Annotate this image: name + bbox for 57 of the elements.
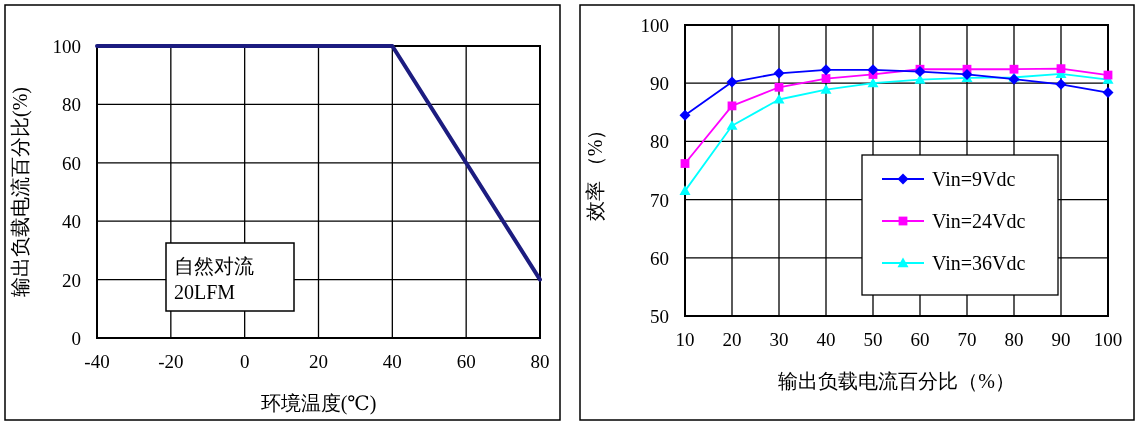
y-axis-title: 效率 （%） xyxy=(584,119,606,222)
x-tick-label: 80 xyxy=(530,351,550,372)
point xyxy=(820,64,832,76)
y-tick-label: 60 xyxy=(650,247,669,269)
x-tick-label: 60 xyxy=(910,329,930,350)
x-tick-label: 100 xyxy=(1093,329,1123,350)
y-tick-label: 100 xyxy=(640,15,669,36)
point xyxy=(1102,87,1114,99)
point xyxy=(867,77,879,88)
point xyxy=(774,82,784,92)
x-tick-label: 10 xyxy=(675,329,695,350)
x-tick-label: 40 xyxy=(816,329,836,350)
x-tick-label: 30 xyxy=(769,329,789,350)
x-axis-title: 环境温度(℃) xyxy=(260,392,377,415)
point xyxy=(727,101,737,111)
point xyxy=(726,76,738,88)
y-tick-label: 70 xyxy=(650,189,669,211)
x-axis-title: 输出负载电流百分比（%） xyxy=(778,370,1015,392)
legend-label: Vin=24Vdc xyxy=(932,210,1026,232)
y-tick-label: 20 xyxy=(62,269,81,291)
point xyxy=(773,94,785,104)
point xyxy=(1009,64,1019,74)
y-tick-label: 40 xyxy=(62,211,81,233)
point xyxy=(773,67,785,79)
point xyxy=(867,64,879,76)
x-tick-label: -40 xyxy=(84,351,110,372)
annotation: 20LFM xyxy=(174,281,236,303)
point xyxy=(1055,78,1067,90)
point xyxy=(679,109,691,121)
point xyxy=(821,74,831,83)
legend-label: Vin=36Vdc xyxy=(932,252,1026,274)
x-tick-label: 90 xyxy=(1051,329,1071,350)
x-tick-label: 20 xyxy=(309,351,328,372)
x-tick-label: 0 xyxy=(239,351,250,372)
point xyxy=(961,68,973,80)
y-axis-title: 输出负载电流百分比(%) xyxy=(9,87,32,297)
point xyxy=(680,159,690,168)
y-tick-label: 60 xyxy=(62,152,81,174)
y-tick-label: 80 xyxy=(650,131,669,153)
x-tick-label: 70 xyxy=(957,329,977,350)
x-tick-label: 40 xyxy=(382,351,402,372)
y-tick-label: 100 xyxy=(52,36,81,57)
x-tick-label: 60 xyxy=(456,351,476,372)
y-tick-label: 90 xyxy=(650,73,669,95)
x-tick-label: 80 xyxy=(1004,329,1024,350)
x-tick-label: 20 xyxy=(722,329,742,350)
legend-label: Vin=9Vdc xyxy=(932,168,1016,190)
point xyxy=(726,120,738,130)
point xyxy=(820,84,832,94)
y-tick-label: 80 xyxy=(62,94,81,116)
x-tick-label: -20 xyxy=(158,351,184,372)
annotation: 自然对流 xyxy=(174,255,254,277)
y-tick-label: 50 xyxy=(650,306,669,327)
point xyxy=(679,185,691,195)
point xyxy=(914,66,926,78)
point xyxy=(1056,64,1066,74)
x-tick-label: 50 xyxy=(863,329,883,350)
